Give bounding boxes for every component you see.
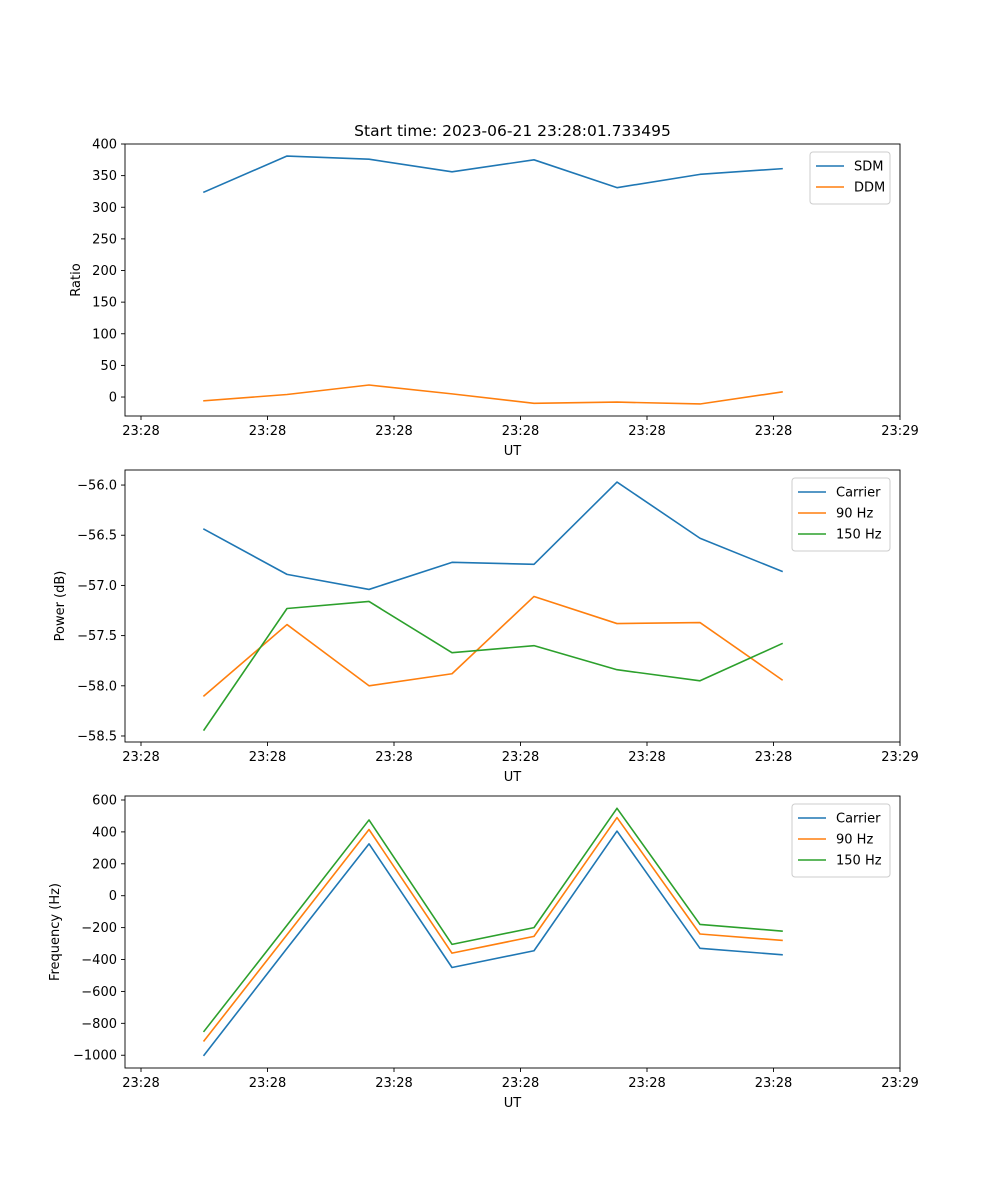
plot-frame [124,469,901,743]
y-tick-label: −58.5 [77,729,117,744]
y-tick-label: −600 [81,985,117,1000]
x-tick-label: 23:28 [122,750,159,765]
x-tick-label: 23:28 [122,1076,159,1091]
y-tick-label: −400 [81,953,117,968]
y-tick-label: −200 [81,921,117,936]
x-tick-label: 23:28 [755,424,792,439]
y-axis-label: Ratio [69,263,84,296]
legend-label: Carrier [836,486,881,501]
series-line-90-hz [202,816,783,1043]
plot-frame [124,795,901,1069]
y-tick-label: 0 [109,391,117,406]
y-tick-label: −56.0 [77,479,117,494]
legend-box [791,803,891,878]
chart-panel-1: 23:28 23:28 23:28 23:28 23:28 23:28 23:29 0 50 10… [69,138,919,460]
series-line-carrier [202,830,783,1057]
legend-label: 90 Hz [836,833,873,848]
y-axis-label: Power (dB) [53,571,68,642]
y-tick-label: 600 [92,793,117,808]
legend-label: 90 Hz [836,507,873,522]
chart-panel-2: 23:28 23:28 23:28 23:28 23:28 23:28 23:29 −58.5… [53,469,919,785]
x-tick-label: 23:28 [249,424,286,439]
x-tick-label: 23:28 [249,1076,286,1091]
x-tick-label: 23:28 [502,424,539,439]
y-tick-label: 0 [109,889,117,904]
y-tick-label: 400 [92,138,117,153]
x-tick-label: 23:29 [881,1076,918,1091]
legend-box [791,477,891,552]
x-tick-label: 23:28 [502,1076,539,1091]
y-axis-label: Frequency (Hz) [48,883,63,981]
y-tick-label: −1000 [73,1049,117,1064]
chart-panel-3: 23:28 23:28 23:28 23:28 23:28 23:28 23:29 −1000… [48,793,919,1111]
legend: Carrier 90 Hz 150 Hz [791,803,891,878]
y-tick-label: 50 [100,359,117,374]
y-tick-label: −57.5 [77,629,117,644]
legend-label: DDM [854,181,885,196]
x-axis-label: UT [504,444,522,459]
x-tick-label: 23:29 [881,750,918,765]
legend: Carrier 90 Hz 150 Hz [791,477,891,552]
x-tick-label: 23:29 [881,424,918,439]
legend-label: SDM [854,160,883,175]
y-tick-label: 100 [92,327,117,342]
x-tick-label: 23:28 [502,750,539,765]
legend-label: 150 Hz [836,854,882,869]
y-tick-label: 200 [92,264,117,279]
legend-box [809,151,891,205]
series-line-sdm [202,155,783,194]
x-tick-label: 23:28 [755,1076,792,1091]
y-tick-label: −56.5 [77,529,117,544]
x-axis-label: UT [504,770,522,785]
x-tick-label: 23:28 [375,424,412,439]
y-tick-label: 150 [92,296,117,311]
x-tick-label: 23:28 [628,424,665,439]
chart-title: Start time: 2023-06-21 23:28:01.733495 [354,122,671,140]
legend: SDM DDM [809,151,891,205]
y-tick-label: 200 [92,857,117,872]
y-tick-label: −57.0 [77,579,117,594]
legend-label: 150 Hz [836,528,882,543]
series-line-150-hz [202,807,783,1033]
series-line-ddm [203,384,783,405]
x-tick-label: 23:28 [755,750,792,765]
y-tick-label: −58.0 [77,679,117,694]
series-line-carrier [202,481,784,591]
x-tick-label: 23:28 [249,750,286,765]
series-line-90-hz [202,595,784,697]
y-tick-label: −800 [81,1017,117,1032]
series-line-150-hz [202,600,784,732]
y-tick-label: 300 [92,201,117,216]
x-axis-label: UT [504,1096,522,1111]
x-tick-label: 23:28 [628,1076,665,1091]
plot-frame [124,143,901,417]
y-tick-label: 350 [92,169,117,184]
x-tick-label: 23:28 [375,750,412,765]
legend-label: Carrier [836,812,881,827]
y-tick-label: 400 [92,825,117,840]
x-tick-label: 23:28 [628,750,665,765]
y-tick-label: 250 [92,232,117,247]
x-tick-label: 23:28 [122,424,159,439]
x-tick-label: 23:28 [375,1076,412,1091]
